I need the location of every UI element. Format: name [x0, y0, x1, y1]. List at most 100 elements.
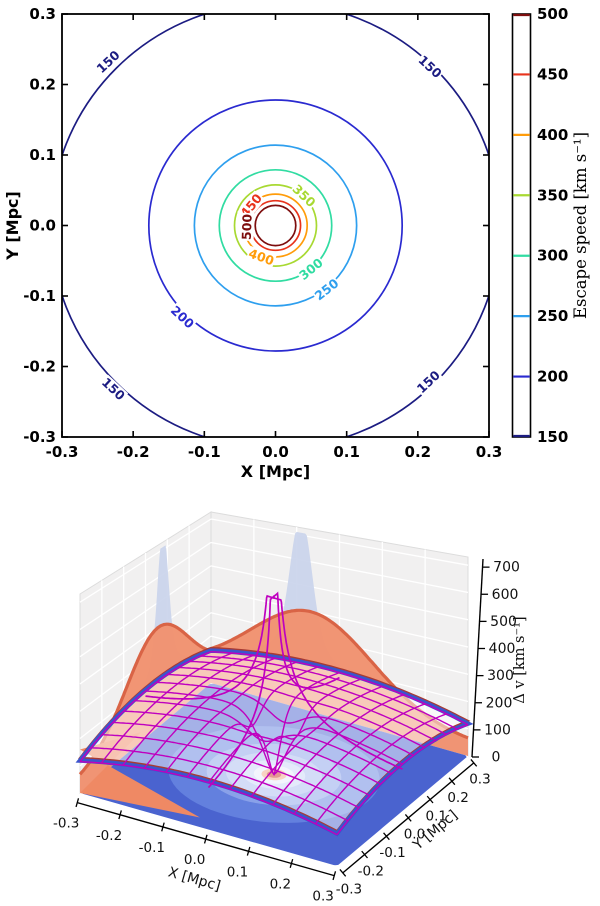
axis-ticks	[61, 13, 490, 438]
escape-speed-spike	[145, 591, 403, 789]
colorbar	[511, 13, 532, 438]
x-axis-tick	[118, 810, 122, 820]
y-tick-label: 0.0	[29, 217, 56, 235]
contour-label-mask	[239, 212, 255, 242]
contour-label-mask	[245, 245, 277, 269]
z-axis-label-3d: Δ v [km s⁻¹]	[512, 616, 528, 703]
colorbar-tick-label: 250	[537, 307, 568, 325]
contour-line-500	[254, 204, 297, 247]
y-axis-tick	[339, 869, 347, 877]
y-axis-tick-label: 0.1	[426, 808, 447, 824]
colorbar-tick-label: 450	[537, 65, 568, 83]
colorbar-tick-label: 200	[537, 368, 568, 386]
z-axis-tick-label: 500	[490, 614, 517, 630]
contour-line-350	[233, 184, 318, 267]
grid-line	[79, 541, 212, 630]
grid-line	[210, 518, 469, 566]
y-axis-tick-label: 0.2	[447, 790, 468, 806]
contour-label-mask	[98, 374, 129, 404]
contour-line-300	[218, 168, 333, 283]
x-axis-tick	[332, 871, 337, 881]
wireframe-line-x	[315, 713, 447, 825]
x-axis-label: X [Mpc]	[241, 462, 310, 481]
wireframe-line-y	[210, 651, 469, 726]
y-tick-label: 0.3	[29, 5, 56, 23]
x-axis-tick	[75, 798, 80, 808]
contour-label-mask	[413, 367, 444, 397]
colorbar-tick-label: 150	[537, 428, 568, 446]
colorbar-tick-label: 400	[537, 126, 568, 144]
y-axis-tick	[383, 832, 390, 841]
y-axis-tick-label: 0.0	[404, 827, 425, 843]
x-tick-label: -0.3	[46, 443, 79, 461]
contour-line-200	[147, 99, 404, 352]
grid-line	[210, 588, 469, 648]
y-axis-tick-label: -0.2	[358, 863, 384, 879]
x-axis-tick	[289, 858, 294, 868]
y-axis-tick	[470, 759, 478, 767]
colorbar-tick-label: 500	[537, 5, 568, 23]
wireframe-line-y	[189, 660, 447, 736]
x-axis-tick-label: -0.1	[139, 840, 165, 856]
contour-label: 500	[239, 213, 255, 240]
wireframe-line-y	[200, 655, 458, 730]
surface3d-plot: -0.3-0.2-0.10.00.10.20.3X [Mpc] -0.3-0.2-…	[0, 485, 600, 905]
y-axis-tick	[426, 795, 434, 804]
x-axis-tick-label: -0.3	[53, 816, 79, 832]
y-axis-tick-label: -0.3	[336, 882, 362, 898]
y-tick-label: 0.1	[29, 146, 56, 164]
contour-label-group: 500	[239, 212, 255, 242]
z-axis-tick-label: 400	[489, 641, 516, 657]
plot-background	[0, 0, 600, 485]
y-tick-label: -0.2	[23, 358, 56, 376]
x-axis-tick-label: 0.0	[184, 852, 205, 868]
grid-line	[79, 518, 212, 603]
z-axis-tick-label: 600	[492, 587, 519, 603]
y-tick-label: -0.3	[23, 428, 56, 446]
colorbar-label: Escape speed [km s⁻¹]	[571, 132, 590, 319]
x-tick-label: 0.3	[476, 443, 503, 461]
contour-label-mask	[93, 47, 124, 77]
x-axis-tick	[203, 834, 208, 844]
contour-label-mask	[167, 302, 198, 332]
x-tick-label: -0.1	[188, 443, 221, 461]
grid-line	[210, 541, 469, 594]
x-tick-label: 0.1	[333, 443, 360, 461]
grid-line	[79, 588, 212, 685]
wireframe-line-x	[336, 724, 469, 836]
x-axis-tick-label: 0.2	[270, 876, 291, 892]
y-axis-label: Y [Mpc]	[3, 191, 22, 261]
x-axis-tick	[161, 822, 165, 832]
contour-label-mask	[295, 255, 327, 284]
colorbar-tick-label: 350	[537, 186, 568, 204]
y-axis-tick-label: -0.1	[379, 845, 405, 861]
y-tick-label: 0.2	[29, 76, 56, 94]
contour-label-mask	[414, 52, 445, 82]
z-axis-tick-label: 0	[492, 750, 501, 766]
x-axis-tick	[246, 846, 251, 856]
y-tick-label: -0.1	[23, 287, 56, 305]
contour-label-mask	[311, 275, 343, 304]
spike-curve	[145, 594, 403, 770]
grid-line	[79, 565, 212, 658]
x-axis-tick-label: -0.2	[96, 828, 122, 844]
grid-line	[210, 565, 469, 621]
x-tick-label: 0.2	[405, 443, 432, 461]
z-axis-tick-label: 300	[487, 668, 514, 684]
x-axis-tick-label: 0.3	[312, 889, 333, 902]
spike-curve	[207, 591, 340, 789]
y-axis-tick	[448, 777, 456, 786]
contour-line-250	[193, 144, 358, 307]
escape-speed-contour-panel: 150 150 150 150 200 250 300 350 400 450 500 -0.3 -0.…	[0, 0, 600, 485]
y-axis-tick	[404, 814, 412, 822]
z-axis-tick-label: 700	[493, 560, 520, 576]
x-tick-label: 0.0	[262, 443, 289, 461]
colorbar-tick-label: 300	[537, 247, 568, 265]
y-axis-tick-label: 0.3	[469, 772, 490, 788]
z-axis-line	[471, 558, 484, 758]
x-axis-tick-label: 0.1	[227, 864, 248, 880]
z-axis-tick-label: 200	[486, 695, 513, 711]
contour-label-mask	[289, 181, 319, 211]
delta-v-3d-panel: -0.3 -0.2 -0.1 0.0 0.1 0.2 0.3 X [Mpc] -0.3 -0.2-…	[0, 485, 600, 905]
